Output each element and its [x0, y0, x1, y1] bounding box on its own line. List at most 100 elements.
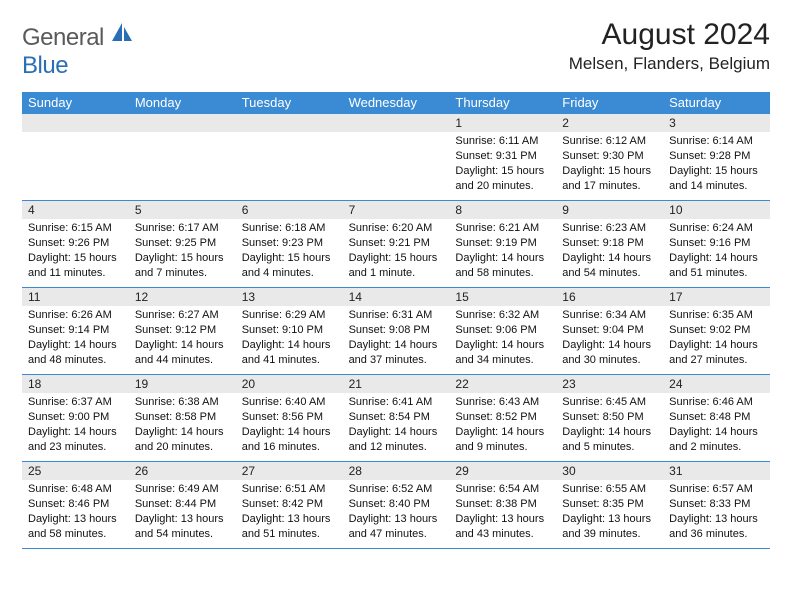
day-details: Sunrise: 6:45 AMSunset: 8:50 PMDaylight:… [556, 393, 663, 458]
day-number: 10 [663, 201, 770, 219]
day-number: 16 [556, 288, 663, 306]
day-cell: 4Sunrise: 6:15 AMSunset: 9:26 PMDaylight… [22, 201, 129, 287]
day-details: Sunrise: 6:52 AMSunset: 8:40 PMDaylight:… [343, 480, 450, 545]
day-cell [22, 114, 129, 200]
sunset-text: Sunset: 8:35 PM [562, 497, 657, 512]
daylight-text: Daylight: 14 hours and 9 minutes. [455, 425, 550, 455]
sunrise-text: Sunrise: 6:18 AM [242, 221, 337, 236]
sunrise-text: Sunrise: 6:38 AM [135, 395, 230, 410]
brand-part2: Blue [22, 52, 68, 79]
day-details [236, 132, 343, 138]
sunset-text: Sunset: 9:10 PM [242, 323, 337, 338]
day-details: Sunrise: 6:57 AMSunset: 8:33 PMDaylight:… [663, 480, 770, 545]
sunrise-text: Sunrise: 6:41 AM [349, 395, 444, 410]
day-header: Friday [556, 92, 663, 114]
sunrise-text: Sunrise: 6:52 AM [349, 482, 444, 497]
day-number: 2 [556, 114, 663, 132]
sunset-text: Sunset: 9:23 PM [242, 236, 337, 251]
day-number [22, 114, 129, 132]
daylight-text: Daylight: 13 hours and 51 minutes. [242, 512, 337, 542]
day-header: Monday [129, 92, 236, 114]
sunrise-text: Sunrise: 6:35 AM [669, 308, 764, 323]
sunset-text: Sunset: 8:42 PM [242, 497, 337, 512]
sunset-text: Sunset: 8:52 PM [455, 410, 550, 425]
day-number: 5 [129, 201, 236, 219]
day-details: Sunrise: 6:31 AMSunset: 9:08 PMDaylight:… [343, 306, 450, 371]
day-details: Sunrise: 6:48 AMSunset: 8:46 PMDaylight:… [22, 480, 129, 545]
sunset-text: Sunset: 9:08 PM [349, 323, 444, 338]
sunrise-text: Sunrise: 6:27 AM [135, 308, 230, 323]
sunset-text: Sunset: 8:56 PM [242, 410, 337, 425]
sunrise-text: Sunrise: 6:49 AM [135, 482, 230, 497]
daylight-text: Daylight: 15 hours and 20 minutes. [455, 164, 550, 194]
sunrise-text: Sunrise: 6:55 AM [562, 482, 657, 497]
day-cell [236, 114, 343, 200]
sunset-text: Sunset: 9:02 PM [669, 323, 764, 338]
brand-logo: General Blue [22, 24, 134, 80]
day-details: Sunrise: 6:38 AMSunset: 8:58 PMDaylight:… [129, 393, 236, 458]
day-cell: 5Sunrise: 6:17 AMSunset: 9:25 PMDaylight… [129, 201, 236, 287]
day-cell: 13Sunrise: 6:29 AMSunset: 9:10 PMDayligh… [236, 288, 343, 374]
sunrise-text: Sunrise: 6:11 AM [455, 134, 550, 149]
day-number: 3 [663, 114, 770, 132]
sunset-text: Sunset: 8:46 PM [28, 497, 123, 512]
day-details: Sunrise: 6:18 AMSunset: 9:23 PMDaylight:… [236, 219, 343, 284]
daylight-text: Daylight: 14 hours and 54 minutes. [562, 251, 657, 281]
sunset-text: Sunset: 9:14 PM [28, 323, 123, 338]
day-cell: 24Sunrise: 6:46 AMSunset: 8:48 PMDayligh… [663, 375, 770, 461]
sunset-text: Sunset: 9:00 PM [28, 410, 123, 425]
day-cell: 7Sunrise: 6:20 AMSunset: 9:21 PMDaylight… [343, 201, 450, 287]
day-details: Sunrise: 6:46 AMSunset: 8:48 PMDaylight:… [663, 393, 770, 458]
sunrise-text: Sunrise: 6:15 AM [28, 221, 123, 236]
day-details: Sunrise: 6:15 AMSunset: 9:26 PMDaylight:… [22, 219, 129, 284]
sunset-text: Sunset: 8:58 PM [135, 410, 230, 425]
sunrise-text: Sunrise: 6:48 AM [28, 482, 123, 497]
day-number: 14 [343, 288, 450, 306]
day-cell: 15Sunrise: 6:32 AMSunset: 9:06 PMDayligh… [449, 288, 556, 374]
sunrise-text: Sunrise: 6:43 AM [455, 395, 550, 410]
sunrise-text: Sunrise: 6:51 AM [242, 482, 337, 497]
daylight-text: Daylight: 14 hours and 23 minutes. [28, 425, 123, 455]
day-header: Tuesday [236, 92, 343, 114]
day-cell: 6Sunrise: 6:18 AMSunset: 9:23 PMDaylight… [236, 201, 343, 287]
daylight-text: Daylight: 14 hours and 44 minutes. [135, 338, 230, 368]
day-details: Sunrise: 6:14 AMSunset: 9:28 PMDaylight:… [663, 132, 770, 197]
day-details [129, 132, 236, 138]
sunrise-text: Sunrise: 6:40 AM [242, 395, 337, 410]
daylight-text: Daylight: 13 hours and 47 minutes. [349, 512, 444, 542]
sunrise-text: Sunrise: 6:14 AM [669, 134, 764, 149]
sunrise-text: Sunrise: 6:12 AM [562, 134, 657, 149]
daylight-text: Daylight: 13 hours and 58 minutes. [28, 512, 123, 542]
day-cell: 29Sunrise: 6:54 AMSunset: 8:38 PMDayligh… [449, 462, 556, 548]
day-number: 18 [22, 375, 129, 393]
day-number: 11 [22, 288, 129, 306]
day-details: Sunrise: 6:37 AMSunset: 9:00 PMDaylight:… [22, 393, 129, 458]
sunrise-text: Sunrise: 6:29 AM [242, 308, 337, 323]
sunset-text: Sunset: 8:54 PM [349, 410, 444, 425]
day-number: 19 [129, 375, 236, 393]
day-cell: 21Sunrise: 6:41 AMSunset: 8:54 PMDayligh… [343, 375, 450, 461]
day-details: Sunrise: 6:43 AMSunset: 8:52 PMDaylight:… [449, 393, 556, 458]
location-text: Melsen, Flanders, Belgium [569, 54, 770, 74]
week-row: 4Sunrise: 6:15 AMSunset: 9:26 PMDaylight… [22, 201, 770, 288]
day-details [343, 132, 450, 138]
day-header: Sunday [22, 92, 129, 114]
day-cell: 17Sunrise: 6:35 AMSunset: 9:02 PMDayligh… [663, 288, 770, 374]
day-number: 7 [343, 201, 450, 219]
day-number: 22 [449, 375, 556, 393]
day-cell [129, 114, 236, 200]
brand-text: General Blue [22, 24, 134, 80]
day-cell: 11Sunrise: 6:26 AMSunset: 9:14 PMDayligh… [22, 288, 129, 374]
day-number: 24 [663, 375, 770, 393]
day-cell: 9Sunrise: 6:23 AMSunset: 9:18 PMDaylight… [556, 201, 663, 287]
day-cell: 12Sunrise: 6:27 AMSunset: 9:12 PMDayligh… [129, 288, 236, 374]
day-cell: 16Sunrise: 6:34 AMSunset: 9:04 PMDayligh… [556, 288, 663, 374]
daylight-text: Daylight: 14 hours and 48 minutes. [28, 338, 123, 368]
sunset-text: Sunset: 9:12 PM [135, 323, 230, 338]
calendar-page: General Blue August 2024 Melsen, Flander… [0, 0, 792, 549]
sunset-text: Sunset: 9:31 PM [455, 149, 550, 164]
day-details: Sunrise: 6:35 AMSunset: 9:02 PMDaylight:… [663, 306, 770, 371]
day-number: 27 [236, 462, 343, 480]
day-details: Sunrise: 6:11 AMSunset: 9:31 PMDaylight:… [449, 132, 556, 197]
day-cell: 26Sunrise: 6:49 AMSunset: 8:44 PMDayligh… [129, 462, 236, 548]
